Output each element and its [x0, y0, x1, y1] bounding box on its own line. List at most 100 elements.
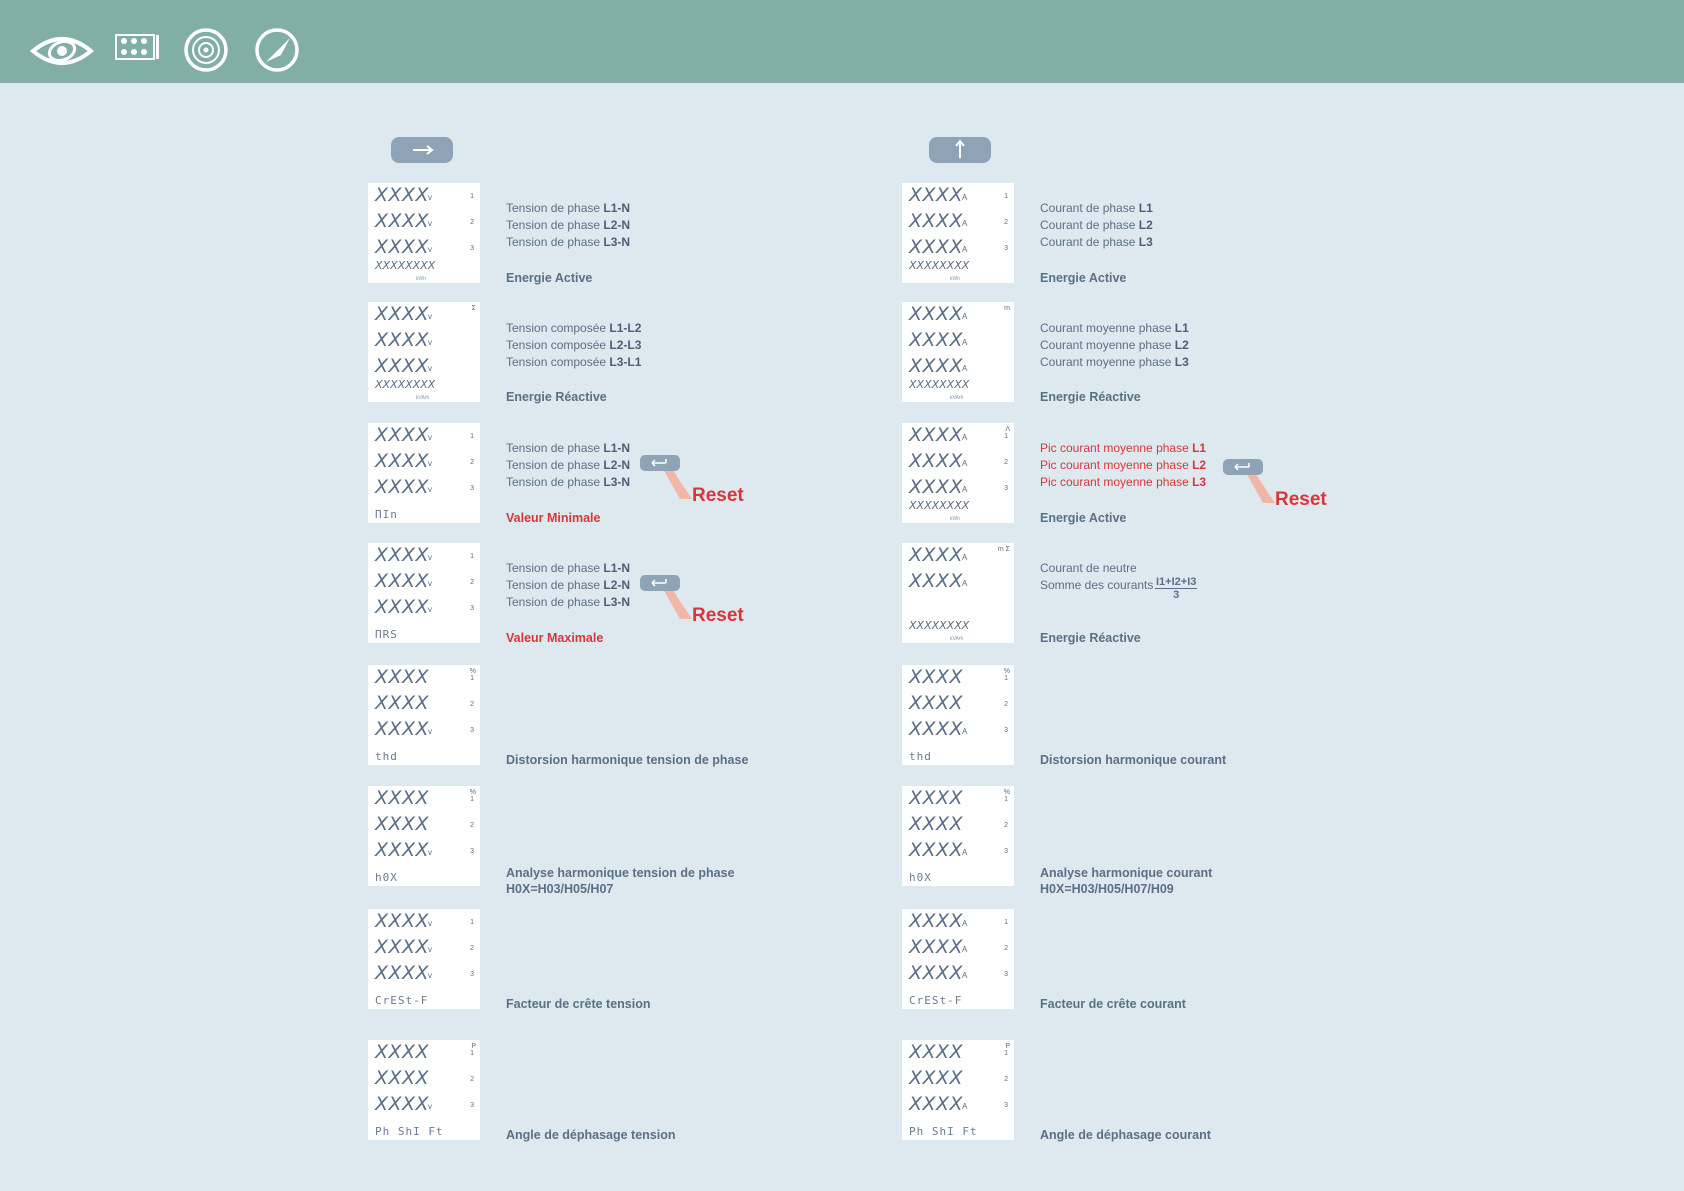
right-arrow-icon	[413, 145, 434, 155]
lcd-screen: XXXX 1 XXXX 2 XXXX v 3% thd	[368, 665, 480, 765]
section-subtitle: H0X=H03/H05/H07/H09	[1040, 882, 1174, 896]
lcd-screen: XXXX A 1 XXXX A 2 XXXX A 3 XXXXXXXX kWh	[902, 183, 1014, 283]
lcd-phase-number: 2	[1004, 945, 1008, 952]
formula-denominator: 3	[1173, 589, 1180, 601]
lcd-energy-unit: kWh	[950, 516, 960, 522]
section-title: Valeur Maximale	[506, 631, 604, 645]
lcd-digits: XXXX	[909, 450, 964, 472]
phase-label: L2	[1174, 338, 1189, 352]
description-line: Tension de phase L3-N	[506, 594, 630, 611]
lcd-unit: v	[428, 433, 432, 442]
lcd-digits: XXXX	[375, 355, 430, 377]
lcd-digits: XXXX	[375, 1067, 430, 1089]
lcd-mode-label: CrESt-F	[909, 994, 963, 1007]
lcd-unit: v	[428, 485, 432, 494]
phase-label: L1-L2	[609, 321, 642, 335]
lcd-screen: XXXX v 1 XXXX v 2 XXXX v 3 CrESt-F	[368, 909, 480, 1009]
reset-label: Reset	[692, 605, 744, 626]
lcd-unit: A	[962, 312, 968, 321]
line-prefix: Tension de phase	[506, 441, 604, 455]
phase-label: L1-N	[603, 201, 631, 215]
lcd-phase-number: 3	[1004, 245, 1008, 252]
lcd-phase-number: 1	[1004, 433, 1008, 440]
line-prefix: Tension composée	[506, 338, 610, 352]
line-prefix: Tension composée	[506, 321, 610, 335]
description-line: Tension composée L2-L3	[506, 337, 641, 354]
lcd-unit: v	[428, 579, 432, 588]
lcd-unit: v	[428, 364, 432, 373]
lcd-unit: v	[428, 193, 432, 202]
section-subtitle: H0X=H03/H05/H07	[506, 882, 614, 896]
description-lines: Tension de phase L1-N Tension de phase L2…	[506, 200, 630, 251]
lcd-digits: XXXX	[909, 839, 964, 861]
lcd-phase-number: 2	[470, 822, 474, 829]
lcd-digits: XXXX	[375, 718, 430, 740]
lcd-digits: XXXX	[375, 329, 430, 351]
keypad-icon[interactable]	[112, 25, 176, 77]
lcd-indicator: %	[469, 789, 476, 796]
phase-label: L3-N	[603, 475, 631, 489]
compass-icon[interactable]	[254, 25, 318, 77]
description-line: Pic courant moyenne phase L1	[1040, 440, 1206, 457]
right-arrow-button[interactable]	[391, 137, 453, 163]
lcd-unit: A	[962, 848, 968, 857]
lcd-phase-number: 2	[1004, 219, 1008, 226]
description-lines: Pic courant moyenne phase L1 Pic courant …	[1040, 440, 1206, 491]
lcd-unit: v	[428, 919, 432, 928]
phase-label: L1	[1138, 201, 1153, 215]
eye-icon[interactable]	[30, 25, 94, 77]
phase-label: L2-N	[603, 218, 631, 232]
lcd-indicator: m Σ	[997, 546, 1010, 553]
section-title: Energie Active	[1040, 271, 1127, 285]
description-lines: Courant de neutre Somme des courants	[1040, 560, 1153, 594]
lcd-unit: v	[428, 971, 432, 980]
phase-label: L3-N	[603, 595, 631, 609]
lcd-digits: XXXX	[909, 329, 964, 351]
line-prefix: Tension de phase	[506, 578, 604, 592]
reset-callout[interactable]: Reset	[640, 455, 750, 517]
lcd-unit: A	[962, 553, 968, 562]
phase-label: L1	[1192, 441, 1207, 455]
lcd-phase-number: 3	[470, 605, 474, 612]
lcd-phase-number: 3	[1004, 971, 1008, 978]
lcd-unit: A	[962, 579, 968, 588]
description-line: Courant de phase L1	[1040, 200, 1153, 217]
target-icon[interactable]	[180, 25, 244, 77]
lcd-phase-number: 2	[470, 701, 474, 708]
description-line: Pic courant moyenne phase L2	[1040, 457, 1206, 474]
lcd-phase-number: 2	[470, 219, 474, 226]
lcd-digits: XXXX	[909, 692, 964, 714]
lcd-screen: XXXX 1 XXXX 2 XXXX v 3 P Ph ShI Ft	[368, 1040, 480, 1140]
lcd-unit: v	[428, 945, 432, 954]
description-line: Courant moyenne phase L2	[1040, 337, 1189, 354]
up-arrow-button[interactable]	[929, 137, 991, 163]
lcd-screen: XXXX 1 XXXX 2 XXXX A 3% h0X	[902, 786, 1014, 886]
description-line: Courant moyenne phase L1	[1040, 320, 1189, 337]
description-line: Tension de phase L1-N	[506, 560, 630, 577]
lcd-phase-number: 2	[1004, 459, 1008, 466]
lcd-phase-number: 3	[470, 971, 474, 978]
section-title: Facteur de crête courant	[1040, 997, 1186, 1011]
lcd-indicator: m	[1004, 305, 1010, 312]
reset-callout[interactable]: Reset	[1223, 459, 1333, 521]
lcd-digits: XXXX	[909, 936, 964, 958]
description-line: Courant de phase L2	[1040, 217, 1153, 234]
line-prefix: Courant de phase	[1040, 235, 1139, 249]
lcd-phase-number: 1	[470, 433, 474, 440]
description-lines: Tension de phase L1-N Tension de phase L2…	[506, 440, 630, 491]
line-prefix: Pic courant moyenne phase	[1040, 458, 1193, 472]
line-prefix: Pic courant moyenne phase	[1040, 441, 1193, 455]
lcd-screen: XXXX v 1 XXXX v 2 XXXX v 3 XXXXXXXX kWh	[368, 183, 480, 283]
lcd-unit: v	[428, 848, 432, 857]
up-arrow-icon	[955, 139, 965, 158]
phase-label: L2-N	[603, 578, 631, 592]
lcd-energy-unit: kVArh	[416, 395, 430, 401]
lcd-energy-digits: XXXXXXXX	[909, 378, 970, 391]
reset-callout[interactable]: Reset	[640, 575, 750, 637]
section-title: Energie Réactive	[1040, 631, 1141, 645]
lcd-unit: A	[962, 485, 968, 494]
lcd-phase-number: 3	[1004, 848, 1008, 855]
lcd-unit: A	[962, 971, 968, 980]
phase-label: L1-N	[603, 561, 631, 575]
